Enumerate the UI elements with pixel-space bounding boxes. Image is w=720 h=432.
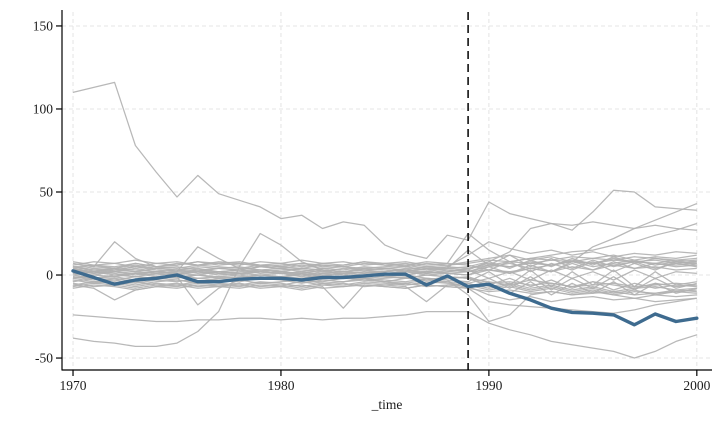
placebo-line-29 — [72, 276, 697, 293]
y-tick-label: 50 — [40, 184, 54, 199]
placebo-line-26 — [72, 281, 697, 309]
placebo-line-1 — [72, 81, 697, 260]
x-tick-label: 1990 — [475, 378, 502, 393]
treated-line — [71, 269, 699, 327]
placebo-line-18 — [72, 241, 697, 270]
axes: -50 0 50 100 150 1970 1980 1990 2000 _time — [33, 10, 712, 412]
placebo-line-3 — [72, 232, 697, 348]
placebo-line-12 — [72, 241, 697, 268]
placebo-line-20 — [72, 269, 697, 288]
x-tick-label: 2000 — [683, 378, 710, 393]
treated-line-group — [71, 269, 699, 327]
placebo-line-31 — [72, 281, 697, 296]
y-tick-label: 0 — [46, 268, 53, 283]
y-tick-label: 150 — [33, 18, 54, 33]
placebo-line-22 — [72, 272, 697, 291]
placebo-line-21 — [72, 261, 697, 273]
placebo-line-27 — [72, 249, 697, 273]
y-tick-label: 100 — [33, 101, 54, 116]
placebo-line-24 — [72, 276, 697, 291]
x-axis-title: _time — [371, 397, 403, 412]
x-tick-label: 1980 — [267, 378, 294, 393]
placebo-lines — [72, 81, 698, 359]
y-tick-label: -50 — [35, 351, 53, 366]
placebo-line-28 — [72, 257, 697, 273]
placebo-line-2 — [72, 310, 697, 359]
x-tick-label: 1970 — [60, 378, 87, 393]
